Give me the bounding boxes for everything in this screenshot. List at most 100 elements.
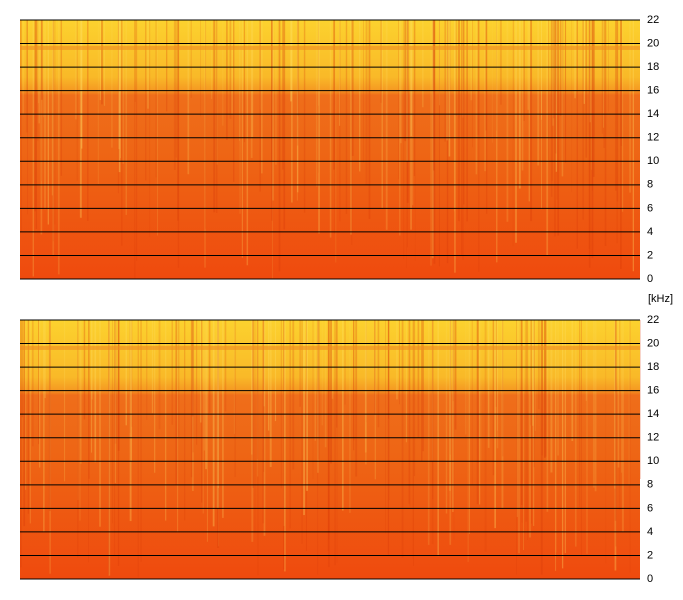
texture [25,320,27,490]
texture [284,320,286,572]
texture [27,320,30,514]
texture [158,320,161,430]
texture [554,20,556,237]
texture [590,20,592,170]
texture [554,20,557,154]
texture [324,320,327,448]
texture [405,320,407,443]
y-tick-label: 4 [647,226,653,238]
texture [571,320,574,442]
texture [101,20,103,105]
texture [350,20,352,235]
texture [303,320,305,516]
texture [282,20,284,170]
texture [377,320,380,428]
texture [48,320,51,512]
texture [91,320,93,453]
texture [576,20,578,249]
texture [470,20,473,101]
texture [334,20,336,234]
y-tick-label: 14 [647,108,659,120]
texture [639,320,641,480]
texture [297,20,300,117]
texture [551,20,553,181]
texture [414,20,416,261]
texture [43,320,45,533]
texture [617,320,620,468]
texture [358,20,361,172]
texture [190,320,193,478]
y-tick-label: 12 [647,132,659,144]
texture [453,320,455,540]
texture [484,20,486,172]
texture [523,20,526,121]
texture [118,20,121,173]
texture [479,320,481,505]
texture [537,20,540,166]
texture [446,20,449,264]
texture [57,20,60,275]
texture [234,320,237,478]
texture [457,20,460,221]
texture [147,20,149,109]
texture [32,20,34,277]
texture [80,20,83,149]
texture [478,20,480,272]
texture [289,320,291,529]
y-axis-label: [kHz] [648,293,673,305]
texture [385,320,386,534]
texture [339,20,341,126]
texture [77,320,79,501]
texture [614,320,617,521]
texture [484,320,487,552]
texture [39,320,41,468]
texture [396,320,398,400]
texture [154,320,156,473]
texture [60,20,63,176]
texture [47,20,50,225]
texture [619,320,621,510]
texture [552,20,555,119]
texture [559,20,562,116]
texture [422,320,424,452]
texture [591,20,593,191]
texture [315,20,318,187]
texture [608,20,609,112]
texture [344,320,346,405]
texture [272,20,273,279]
texture [449,320,452,545]
texture [41,20,42,181]
texture [224,320,227,412]
y-tick-label: 18 [647,361,659,373]
texture [602,20,604,128]
texture [77,320,79,558]
texture [334,320,336,566]
texture [431,20,434,259]
texture [380,20,382,103]
texture [335,20,337,263]
texture [217,320,220,548]
texture [190,20,192,98]
texture [192,320,194,453]
texture [544,320,547,457]
spectrogram-image [20,320,640,579]
texture [614,320,617,571]
texture [518,320,520,554]
texture [118,20,120,150]
texture [208,320,211,413]
texture [259,20,261,192]
texture [44,320,46,399]
texture [589,20,591,123]
y-tick-label: 18 [647,61,659,73]
y-tick-label: 22 [647,314,659,326]
texture [445,320,448,514]
texture [452,320,454,402]
texture [433,20,436,264]
texture [149,20,151,238]
texture [171,320,174,425]
texture [211,20,213,99]
texture [496,20,498,263]
texture [518,20,521,189]
texture [432,320,434,500]
texture [336,320,338,563]
